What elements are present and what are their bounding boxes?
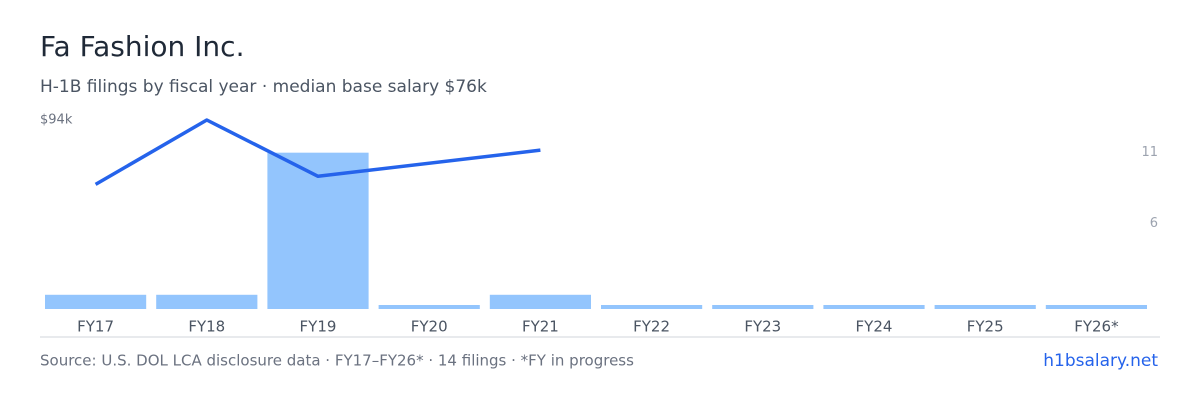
- chart-title: Fa Fashion Inc.: [40, 30, 244, 63]
- bar: [267, 152, 369, 309]
- x-tick-label: FY23: [744, 318, 781, 336]
- bar: [601, 305, 703, 309]
- y2-tick-label: 11: [1141, 145, 1158, 160]
- x-tick-label: FY19: [300, 318, 337, 336]
- bar: [934, 305, 1036, 309]
- bar: [712, 305, 814, 309]
- salary-line: [94, 118, 541, 186]
- bar: [45, 294, 147, 309]
- x-tick-label: FY20: [411, 318, 448, 336]
- x-tick-label: FY22: [633, 318, 670, 336]
- y2-tick-label: 6: [1150, 216, 1158, 231]
- brand-link[interactable]: h1bsalary.net: [1043, 351, 1158, 371]
- x-tick-label: FY18: [188, 318, 225, 336]
- source-note: Source: U.S. DOL LCA disclosure data · F…: [40, 352, 634, 370]
- bar: [378, 305, 480, 309]
- y-tick-label: $94k: [40, 113, 73, 128]
- chart-subtitle: H-1B filings by fiscal year · median bas…: [40, 77, 487, 97]
- bar: [489, 294, 591, 309]
- x-tick-label: FY26*: [1074, 318, 1119, 336]
- bar: [156, 294, 258, 309]
- x-tick-label: FY24: [856, 318, 893, 336]
- x-tick-label: FY25: [967, 318, 1004, 336]
- bar: [823, 305, 925, 309]
- bar: [1045, 305, 1147, 309]
- x-tick-label: FY21: [522, 318, 559, 336]
- x-tick-label: FY17: [77, 318, 114, 336]
